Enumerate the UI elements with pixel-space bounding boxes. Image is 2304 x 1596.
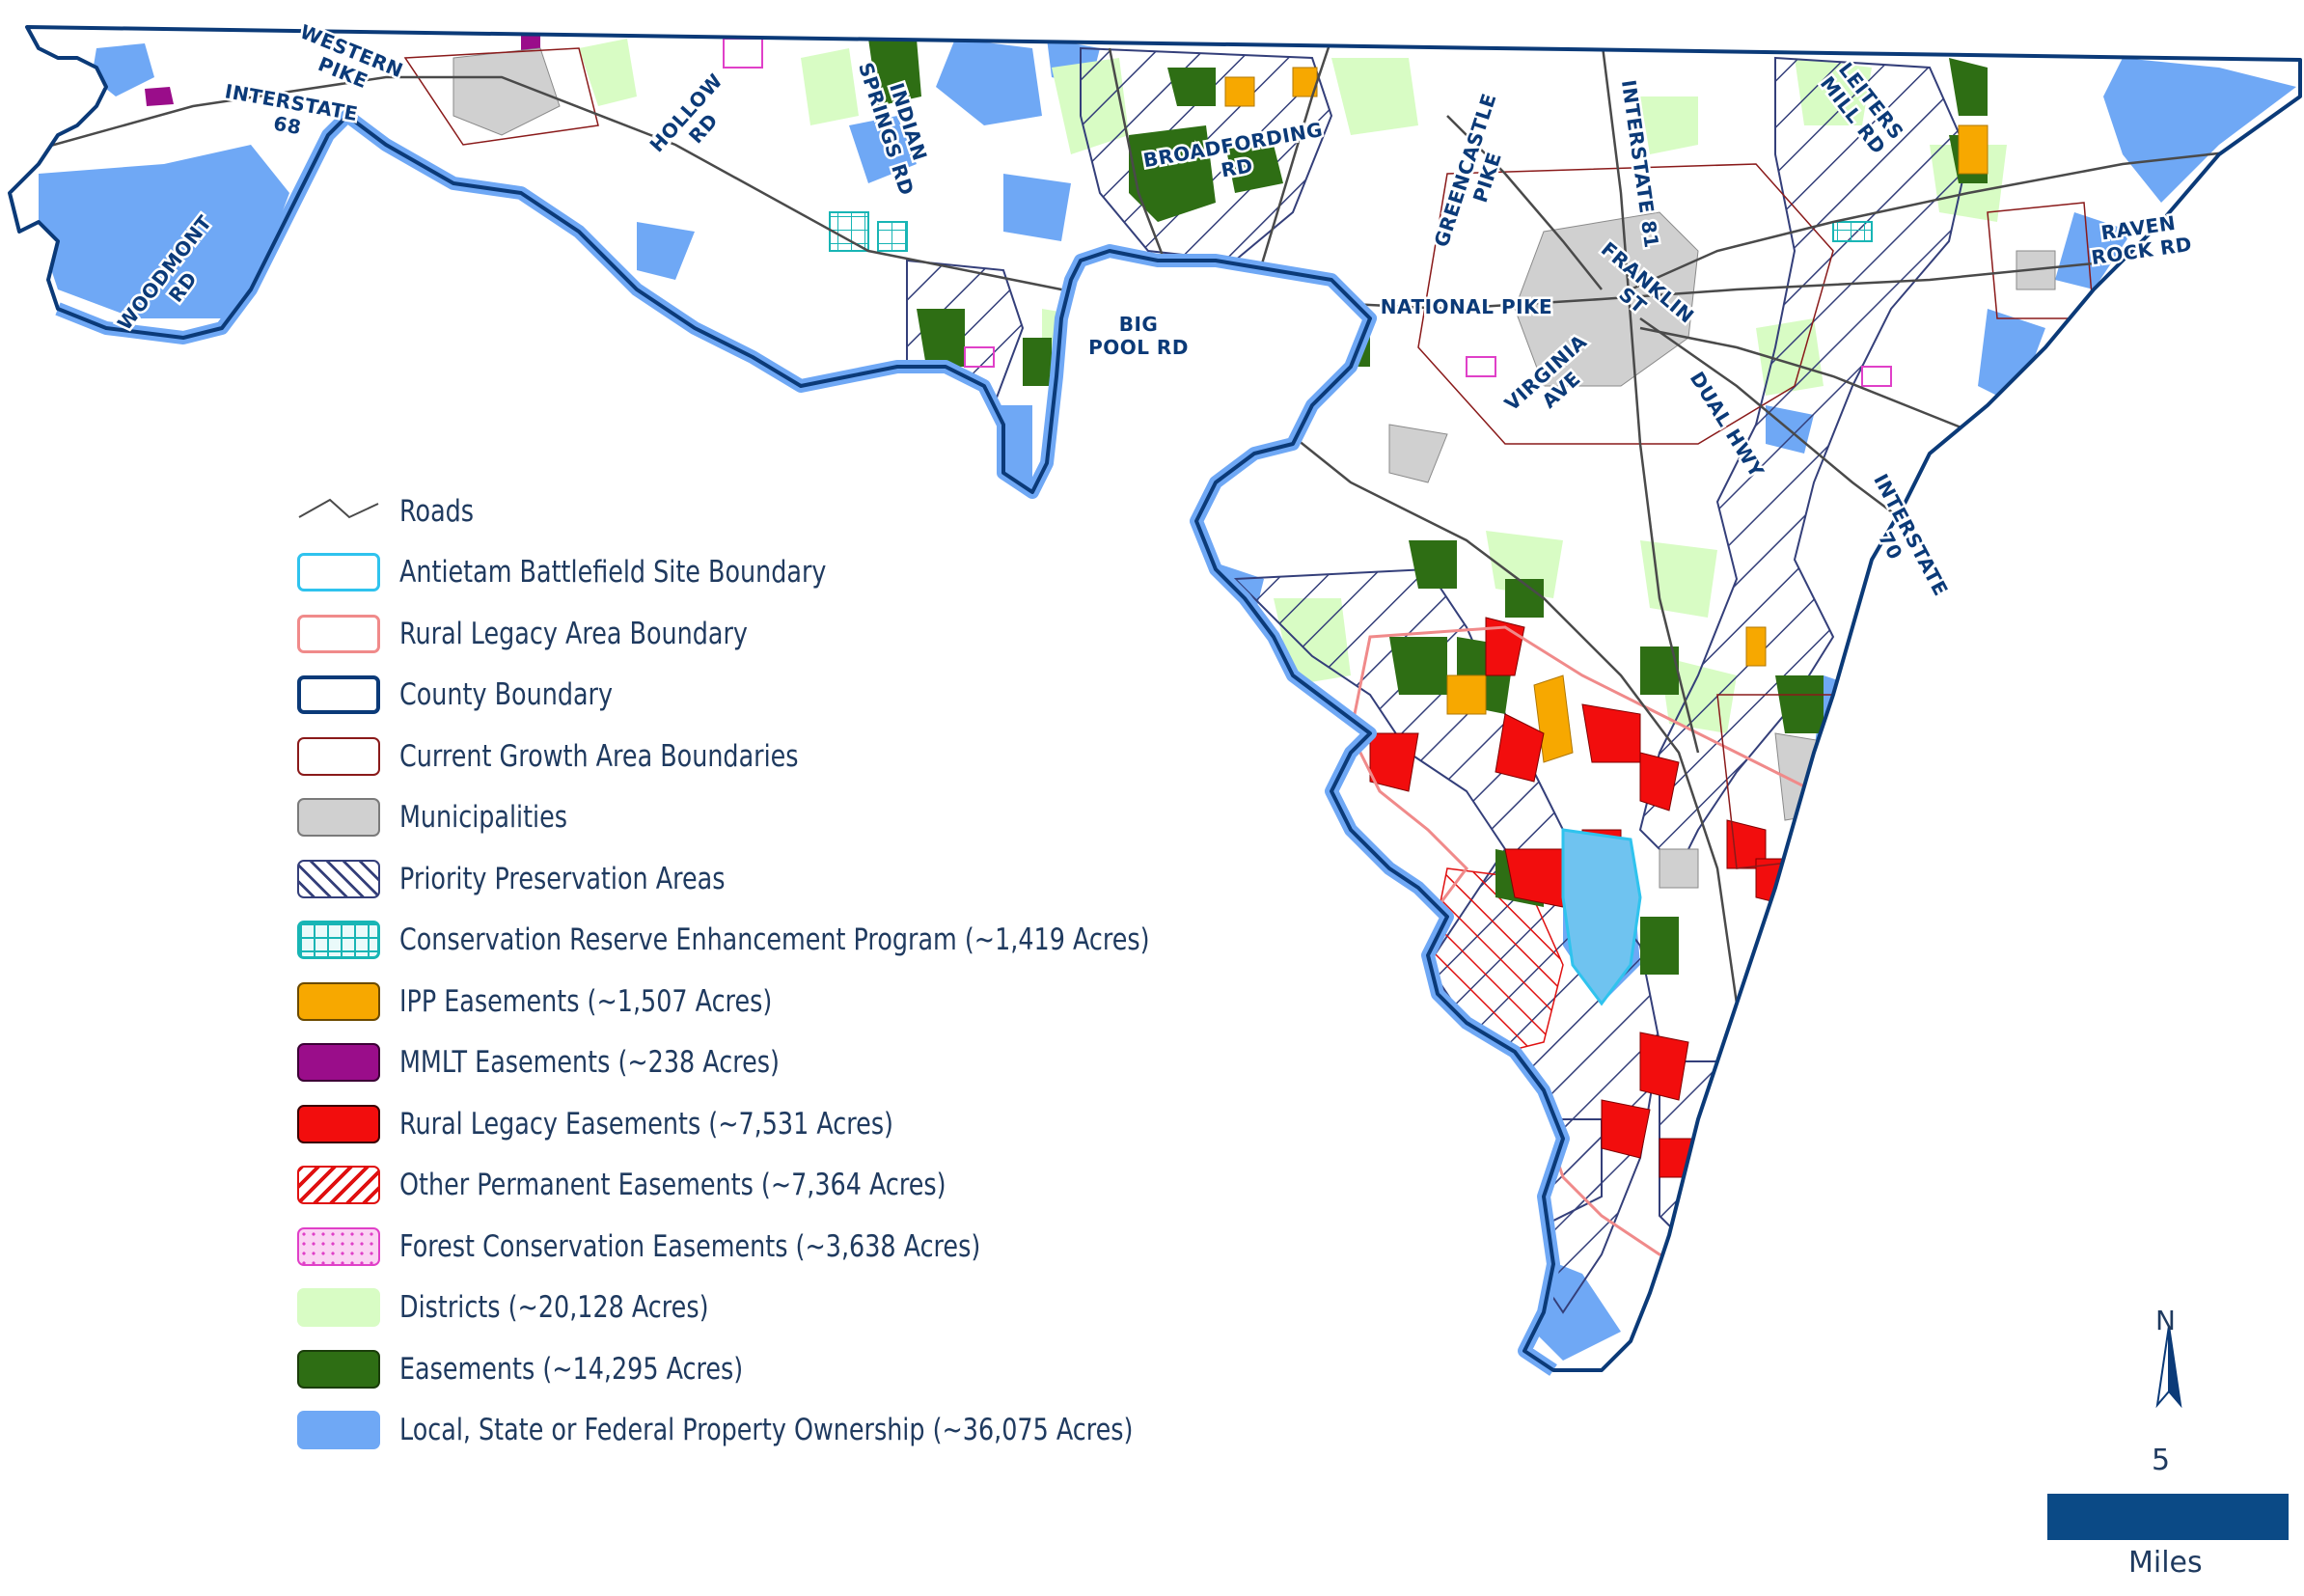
legend-label: Easements (~14,295 Acres) — [399, 1352, 743, 1387]
road-label-line: 68 — [272, 111, 304, 139]
scale-unit: Miles — [2128, 1546, 2203, 1580]
legend-swatch-roads — [297, 492, 380, 531]
legend-swatch-priority-preservation — [297, 860, 380, 898]
scale-bar — [2047, 1494, 2289, 1540]
legend-swatch-rural-legacy-area — [297, 615, 380, 653]
legend-swatch-public-ownership — [297, 1411, 380, 1449]
road-label-line: NATIONAL PIKE — [1381, 295, 1552, 318]
road-label-line: POOL RD — [1088, 336, 1189, 359]
legend-item-priority-preservation: Priority Preservation Areas — [297, 848, 1262, 910]
legend-label: Districts (~20,128 Acres) — [399, 1290, 708, 1325]
legend-label: Municipalities — [399, 800, 567, 835]
legend-swatch-growth-area — [297, 737, 380, 776]
legend-swatch-ipp-easements — [297, 982, 380, 1021]
legend-swatch-easements — [297, 1350, 380, 1389]
legend-label: Antietam Battlefield Site Boundary — [399, 555, 826, 590]
legend-item-rural-legacy-easements: Rural Legacy Easements (~7,531 Acres) — [297, 1093, 1262, 1155]
legend-label: MMLT Easements (~238 Acres) — [399, 1045, 780, 1080]
legend-swatch-antietam-battlefield — [297, 553, 380, 592]
legend-swatch-mmlt-easements — [297, 1043, 380, 1082]
legend-item-roads: Roads — [297, 481, 1262, 542]
legend-item-crep: Conservation Reserve Enhancement Program… — [297, 910, 1262, 972]
legend-label: Forest Conservation Easements (~3,638 Ac… — [399, 1229, 980, 1264]
legend-label: Conservation Reserve Enhancement Program… — [399, 922, 1150, 957]
road-label-national-pike: NATIONAL PIKE — [1381, 295, 1552, 318]
legend-label: Rural Legacy Area Boundary — [399, 617, 748, 651]
legend-item-easements: Easements (~14,295 Acres) — [297, 1338, 1262, 1400]
legend-item-districts: Districts (~20,128 Acres) — [297, 1278, 1262, 1339]
north-label: N — [2155, 1305, 2176, 1336]
legend-label: Roads — [399, 494, 474, 529]
scale-value: 5 — [2152, 1444, 2170, 1477]
legend-swatch-other-permanent-easements — [297, 1166, 380, 1204]
legend-item-other-permanent-easements: Other Permanent Easements (~7,364 Acres) — [297, 1155, 1262, 1217]
mmlt-easement-area — [145, 87, 174, 106]
legend-label: Rural Legacy Easements (~7,531 Acres) — [399, 1107, 893, 1142]
road-label-line: BIG — [1119, 313, 1159, 336]
legend-label: Current Growth Area Boundaries — [399, 739, 799, 774]
legend-swatch-forest-conservation-easements — [297, 1227, 380, 1266]
mmlt-easement-area-2 — [521, 29, 540, 50]
legend-swatch-municipalities — [297, 798, 380, 837]
legend-label: Priority Preservation Areas — [399, 862, 725, 896]
legend-swatch-county-boundary — [297, 675, 380, 714]
legend-item-public-ownership: Local, State or Federal Property Ownersh… — [297, 1400, 1262, 1462]
legend-item-county-boundary: County Boundary — [297, 665, 1262, 727]
legend-item-antietam-battlefield: Antietam Battlefield Site Boundary — [297, 542, 1262, 604]
legend-item-municipalities: Municipalities — [297, 787, 1262, 849]
legend-item-forest-conservation-easements: Forest Conservation Easements (~3,638 Ac… — [297, 1216, 1262, 1278]
legend-label: Local, State or Federal Property Ownersh… — [399, 1413, 1133, 1447]
legend-item-mmlt-easements: MMLT Easements (~238 Acres) — [297, 1032, 1262, 1094]
legend-label: IPP Easements (~1,507 Acres) — [399, 984, 772, 1019]
legend-item-rural-legacy-area: Rural Legacy Area Boundary — [297, 603, 1262, 665]
legend-label: County Boundary — [399, 677, 613, 712]
map-legend: Roads Antietam Battlefield Site Boundary R… — [297, 481, 1262, 1461]
legend-item-growth-area: Current Growth Area Boundaries — [297, 726, 1262, 787]
legend-swatch-districts — [297, 1288, 380, 1327]
legend-label: Other Permanent Easements (~7,364 Acres) — [399, 1168, 946, 1202]
legend-swatch-rural-legacy-easements — [297, 1105, 380, 1143]
legend-item-ipp-easements: IPP Easements (~1,507 Acres) — [297, 971, 1262, 1032]
legend-swatch-crep — [297, 921, 380, 959]
